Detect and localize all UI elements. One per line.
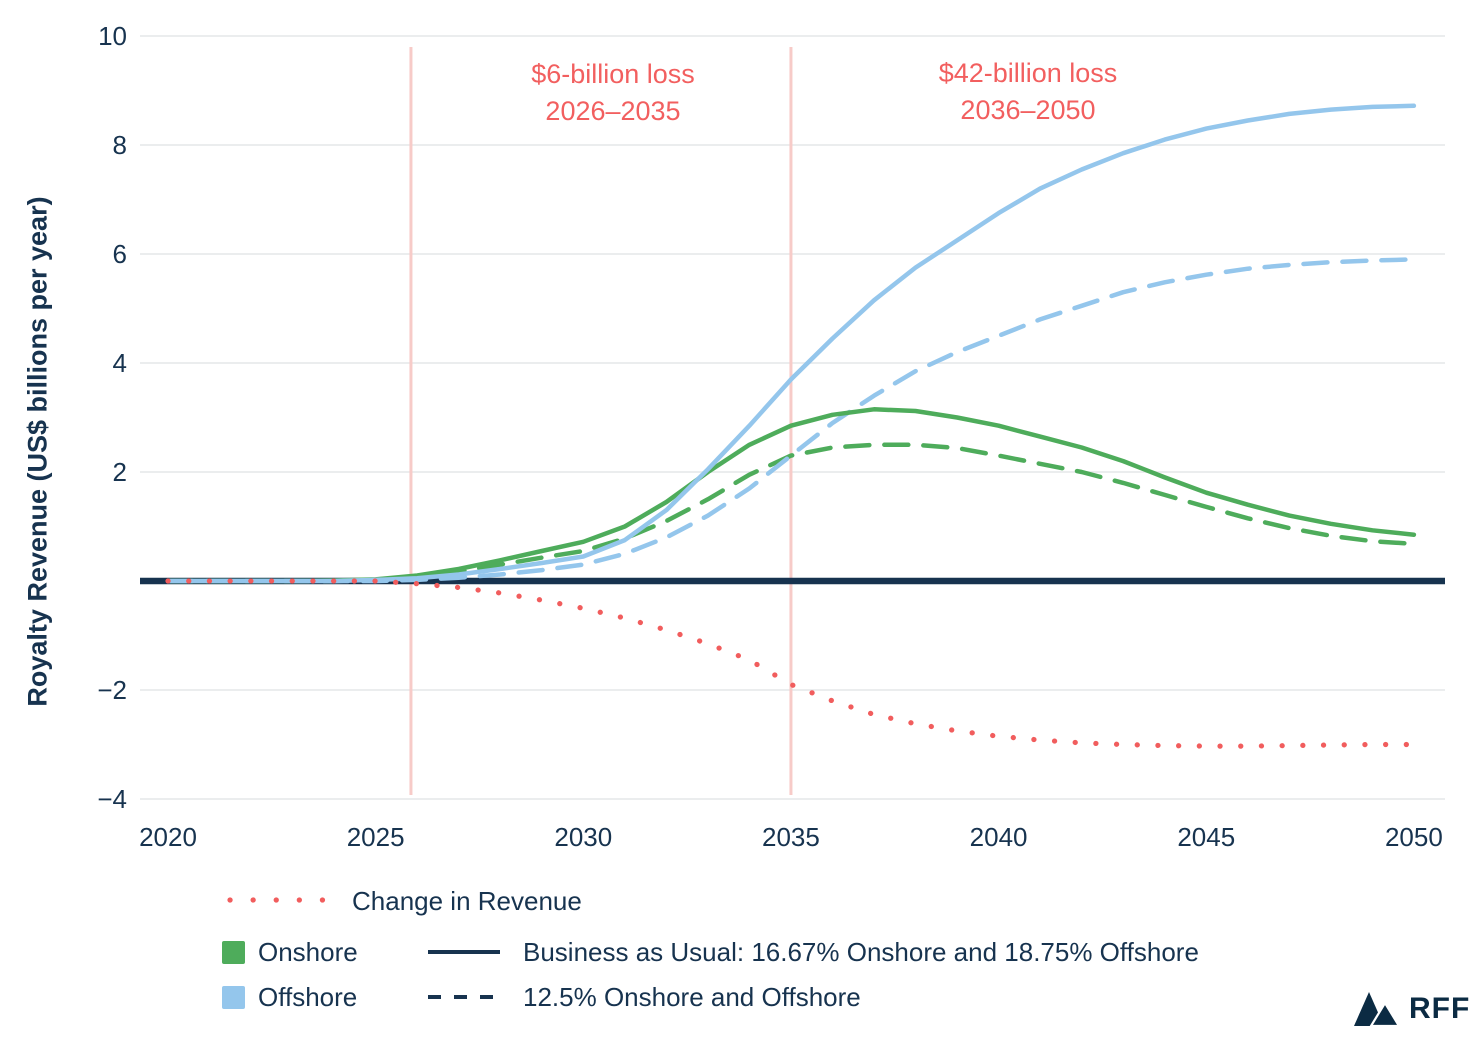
x-tick-label: 2035 <box>762 822 820 852</box>
y-tick-label: 6 <box>113 239 127 269</box>
legend-label-onshore: Onshore <box>258 937 358 967</box>
loss-annotation-second-period: $42-billion loss 2036–2050 <box>878 55 1178 129</box>
legend-label-alt-scenario: 12.5% Onshore and Offshore <box>523 982 861 1012</box>
loss-annotation-first-period: $6-billion loss 2026–2035 <box>463 56 763 130</box>
y-tick-label: 8 <box>113 130 127 160</box>
x-tick-label: 2030 <box>554 822 612 852</box>
y-tick-label: −4 <box>97 784 127 814</box>
rff-logo-text: RFF <box>1409 992 1471 1025</box>
x-tick-label: 2040 <box>970 822 1028 852</box>
y-tick-label: −2 <box>97 675 127 705</box>
x-tick-label: 2045 <box>1177 822 1235 852</box>
y-tick-label: 4 <box>113 348 127 378</box>
x-tick-label: 2025 <box>347 822 405 852</box>
rff-logo: RFF <box>1354 992 1470 1026</box>
loss-annotation-period: 2036–2050 <box>960 95 1096 125</box>
x-tick-label: 2020 <box>139 822 197 852</box>
offshore-color-swatch <box>222 986 245 1009</box>
legend-label-bau: Business as Usual: 16.67% Onshore and 18… <box>523 937 1199 967</box>
rff-mountain-icon <box>1354 992 1400 1026</box>
loss-annotation-period: 2026–2035 <box>545 96 681 126</box>
series-change_in_revenue-line <box>165 578 1417 749</box>
loss-annotation-amount: $42-billion loss <box>938 58 1118 88</box>
y-tick-label: 2 <box>113 457 127 487</box>
legend-label-change-in-revenue: Change in Revenue <box>352 886 582 916</box>
loss-annotation-amount: $6-billion loss <box>531 59 695 89</box>
alt-scenario-dashed-line-swatch <box>428 995 500 999</box>
change-in-revenue-dotted-swatch <box>227 897 329 903</box>
y-tick-label: 10 <box>98 21 127 51</box>
legend-label-offshore: Offshore <box>258 982 358 1012</box>
onshore-color-swatch <box>222 941 245 964</box>
chart-plot-area: 10 8 6 4 2 −2 −4 2020 2025 2030 2035 2040 2045 2050 <box>97 21 1445 852</box>
x-tick-label: 2050 <box>1385 822 1443 852</box>
bau-solid-line-swatch <box>428 950 500 954</box>
